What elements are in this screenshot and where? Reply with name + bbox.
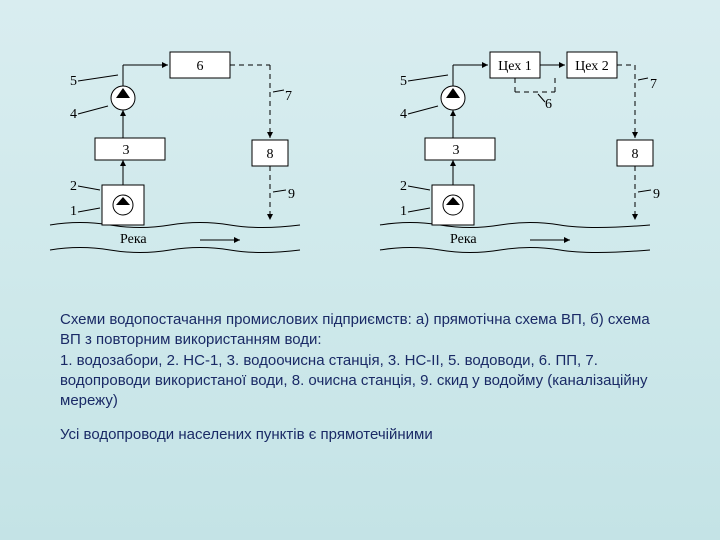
box3-b: 3 — [453, 143, 460, 158]
label-4a: 4 — [70, 107, 77, 122]
caption: Схеми водопостачання промислових підприє… — [60, 310, 660, 446]
caption-p3: Усі водопроводи населених пунктів є прям… — [60, 425, 660, 445]
diagrams-svg: Река 1 2 3 4 5 6 7 8 — [40, 30, 680, 280]
label-2b: 2 — [400, 179, 407, 194]
label-5a: 5 — [70, 74, 77, 89]
river-label-b: Река — [450, 232, 477, 247]
label-1b: 1 — [400, 204, 407, 219]
diagram-a: Река 1 2 3 4 5 6 7 8 — [50, 52, 300, 253]
box8-a: 8 — [267, 147, 274, 162]
label-1a: 1 — [70, 204, 77, 219]
caption-p2: 1. водозабори, 2. НС-1, 3. водоочисна ст… — [60, 351, 660, 412]
river-label-a: Река — [120, 232, 147, 247]
cex1: Цех 1 — [498, 59, 532, 74]
box6-a: 6 — [197, 59, 204, 74]
label-4b: 4 — [400, 107, 407, 122]
label-9a: 9 — [288, 187, 295, 202]
label-5b: 5 — [400, 74, 407, 89]
diagram-area: Река 1 2 3 4 5 6 7 8 — [40, 30, 680, 280]
label-7a: 7 — [285, 89, 292, 104]
box8-b: 8 — [632, 147, 639, 162]
label-9b: 9 — [653, 187, 660, 202]
diagram-b: Река 1 2 3 4 5 Цех 1 Цех 2 — [380, 52, 660, 253]
caption-p1: Схеми водопостачання промислових підприє… — [60, 310, 660, 351]
box3-a: 3 — [123, 143, 130, 158]
label-2a: 2 — [70, 179, 77, 194]
label-6b: 6 — [545, 97, 552, 112]
label-7b: 7 — [650, 77, 657, 92]
cex2: Цех 2 — [575, 59, 609, 74]
